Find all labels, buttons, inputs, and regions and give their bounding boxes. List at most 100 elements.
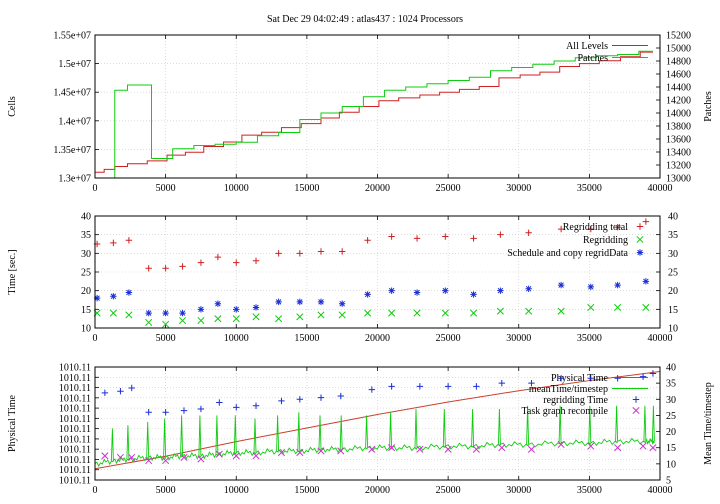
- x-tick-label: 0: [93, 183, 98, 194]
- series-task-graph-recompile-marker: [252, 452, 260, 460]
- y2-tick-label: 14400: [666, 83, 691, 94]
- legend-label: Regridding: [583, 235, 628, 246]
- y2-tick-label: 15200: [666, 31, 691, 42]
- y-tick-label: 1.35e+07: [53, 145, 91, 156]
- x-tick-label: 35000: [577, 485, 602, 496]
- marker-regridding-total: [442, 233, 449, 240]
- marker-regridding: [388, 309, 396, 317]
- series-task-graph-recompile-marker: [215, 450, 223, 458]
- x-tick-label: 5000: [156, 333, 176, 344]
- marker-regridding: [364, 309, 372, 317]
- series-regridding-time-marker: [278, 397, 285, 405]
- series-regridding-time-marker: [416, 383, 424, 390]
- legend-label: Schedule and copy regridData: [507, 248, 628, 259]
- marker-schedule-and-copy-regriddata: [125, 289, 133, 296]
- x-tick-label: 0: [93, 333, 98, 344]
- y-tick-label: 1.5e+07: [58, 59, 91, 70]
- legend-label: Physical Time: [551, 373, 609, 384]
- marker-regridding: [179, 316, 187, 325]
- y-tick-label: 1.4e+07: [58, 116, 91, 127]
- y-tick-label: 40: [81, 212, 91, 223]
- legend-label: Task graph recompile: [522, 406, 609, 417]
- series-regridding-time-marker: [197, 405, 205, 413]
- series-task-graph-recompile-marker: [337, 447, 345, 455]
- y-tick-label: 1010.11: [59, 363, 91, 374]
- y2-tick-label: 13600: [666, 135, 691, 146]
- x-tick-label: 20000: [365, 485, 390, 496]
- series-regridding-time-marker: [388, 383, 395, 390]
- panel-physical-time: 0 5000 10000 15000 20000 25000 30000 35000 40000…: [7, 363, 714, 497]
- marker-regridding: [441, 309, 449, 317]
- series-physical-time: [94, 371, 661, 470]
- y2-tick-label: 30: [666, 395, 676, 406]
- y2-tick-label: 13000: [666, 174, 691, 185]
- legend-label: Patches: [577, 53, 608, 64]
- marker-schedule-and-copy-regriddata: [162, 309, 169, 317]
- marker-schedule-and-copy-regriddata: [497, 287, 504, 294]
- y-tick-label: 25: [81, 268, 91, 279]
- x-tick-label: 35000: [577, 183, 602, 194]
- marker-regridding-total: [614, 224, 621, 231]
- marker-regridding-total: [587, 225, 594, 233]
- x-tick-label: 15000: [294, 333, 319, 344]
- marker-regridding: [413, 309, 421, 317]
- series-regridding-time-marker: [473, 383, 480, 390]
- series-task-graph-recompile-marker: [180, 453, 188, 461]
- series-regridding-time-marker: [368, 386, 376, 393]
- marker-regridding-total: [179, 263, 186, 270]
- marker-regridding-total: [525, 229, 532, 236]
- series-task-graph-recompile-marker: [317, 447, 325, 455]
- legend-marker: [632, 396, 640, 403]
- x-tick-label: 5000: [156, 485, 176, 496]
- marker-regridding: [214, 315, 222, 323]
- marker-schedule-and-copy-regriddata: [296, 298, 304, 306]
- marker-regridding: [338, 311, 346, 319]
- y2-axis-title: Patches: [703, 91, 714, 122]
- series-task-graph-recompile-marker: [145, 457, 153, 465]
- y-tick-label: 1010.11: [59, 455, 91, 466]
- x-tick-label: 40000: [648, 183, 673, 194]
- marker-regridding-total: [214, 253, 222, 261]
- marker-schedule-and-copy-regriddata: [233, 306, 240, 313]
- x-tick-label: 0: [93, 485, 98, 496]
- marker-regridding: [109, 309, 117, 317]
- y-tick-label: 20: [81, 286, 91, 297]
- series-task-graph-recompile-marker: [444, 445, 452, 453]
- marker-schedule-and-copy-regriddata: [93, 294, 101, 302]
- marker-regridding-total: [125, 237, 133, 244]
- series-all-levels: [95, 51, 653, 173]
- series-task-graph-recompile-marker: [416, 445, 424, 453]
- y-tick-label: 1010.11: [59, 414, 91, 425]
- series-task-graph-recompile-marker: [498, 444, 506, 452]
- marker-regridding: [197, 316, 205, 325]
- series-regridding-time-marker: [649, 370, 657, 377]
- y2-tick-label: 14800: [666, 57, 691, 68]
- legend-marker: [636, 235, 644, 244]
- series-regridding-time-marker: [216, 399, 223, 406]
- marker-regridding: [614, 303, 622, 312]
- marker-schedule-and-copy-regriddata: [197, 306, 205, 313]
- series-task-graph-recompile-marker: [557, 440, 565, 449]
- y-tick-label: 1010.11: [59, 373, 91, 384]
- marker-regridding-total: [296, 250, 304, 257]
- y2-tick-label: 14600: [666, 70, 691, 81]
- series-regridding-time-marker: [162, 409, 169, 416]
- marker-regridding-total: [110, 239, 117, 247]
- marker-schedule-and-copy-regriddata: [364, 291, 371, 298]
- marker-schedule-and-copy-regriddata: [470, 291, 477, 298]
- marker-regridding: [557, 307, 565, 315]
- marker-schedule-and-copy-regriddata: [214, 300, 222, 307]
- y-tick-label: 1010.11: [59, 404, 91, 415]
- series-task-graph-recompile-marker: [296, 449, 304, 457]
- marker-regridding-total: [197, 259, 205, 266]
- legend-marker: [636, 249, 644, 256]
- y-tick-label: 1010.11: [59, 393, 91, 404]
- series-regridding-time-marker: [233, 404, 240, 411]
- marker-schedule-and-copy-regriddata: [587, 283, 594, 291]
- y2-tick-label: 35: [666, 379, 676, 390]
- x-tick-label: 5000: [156, 183, 176, 194]
- legend-marker: [632, 406, 640, 415]
- series-regridding-time-marker: [498, 379, 505, 387]
- y-tick-label-right: 40: [668, 212, 678, 223]
- marker-regridding-total: [317, 248, 325, 255]
